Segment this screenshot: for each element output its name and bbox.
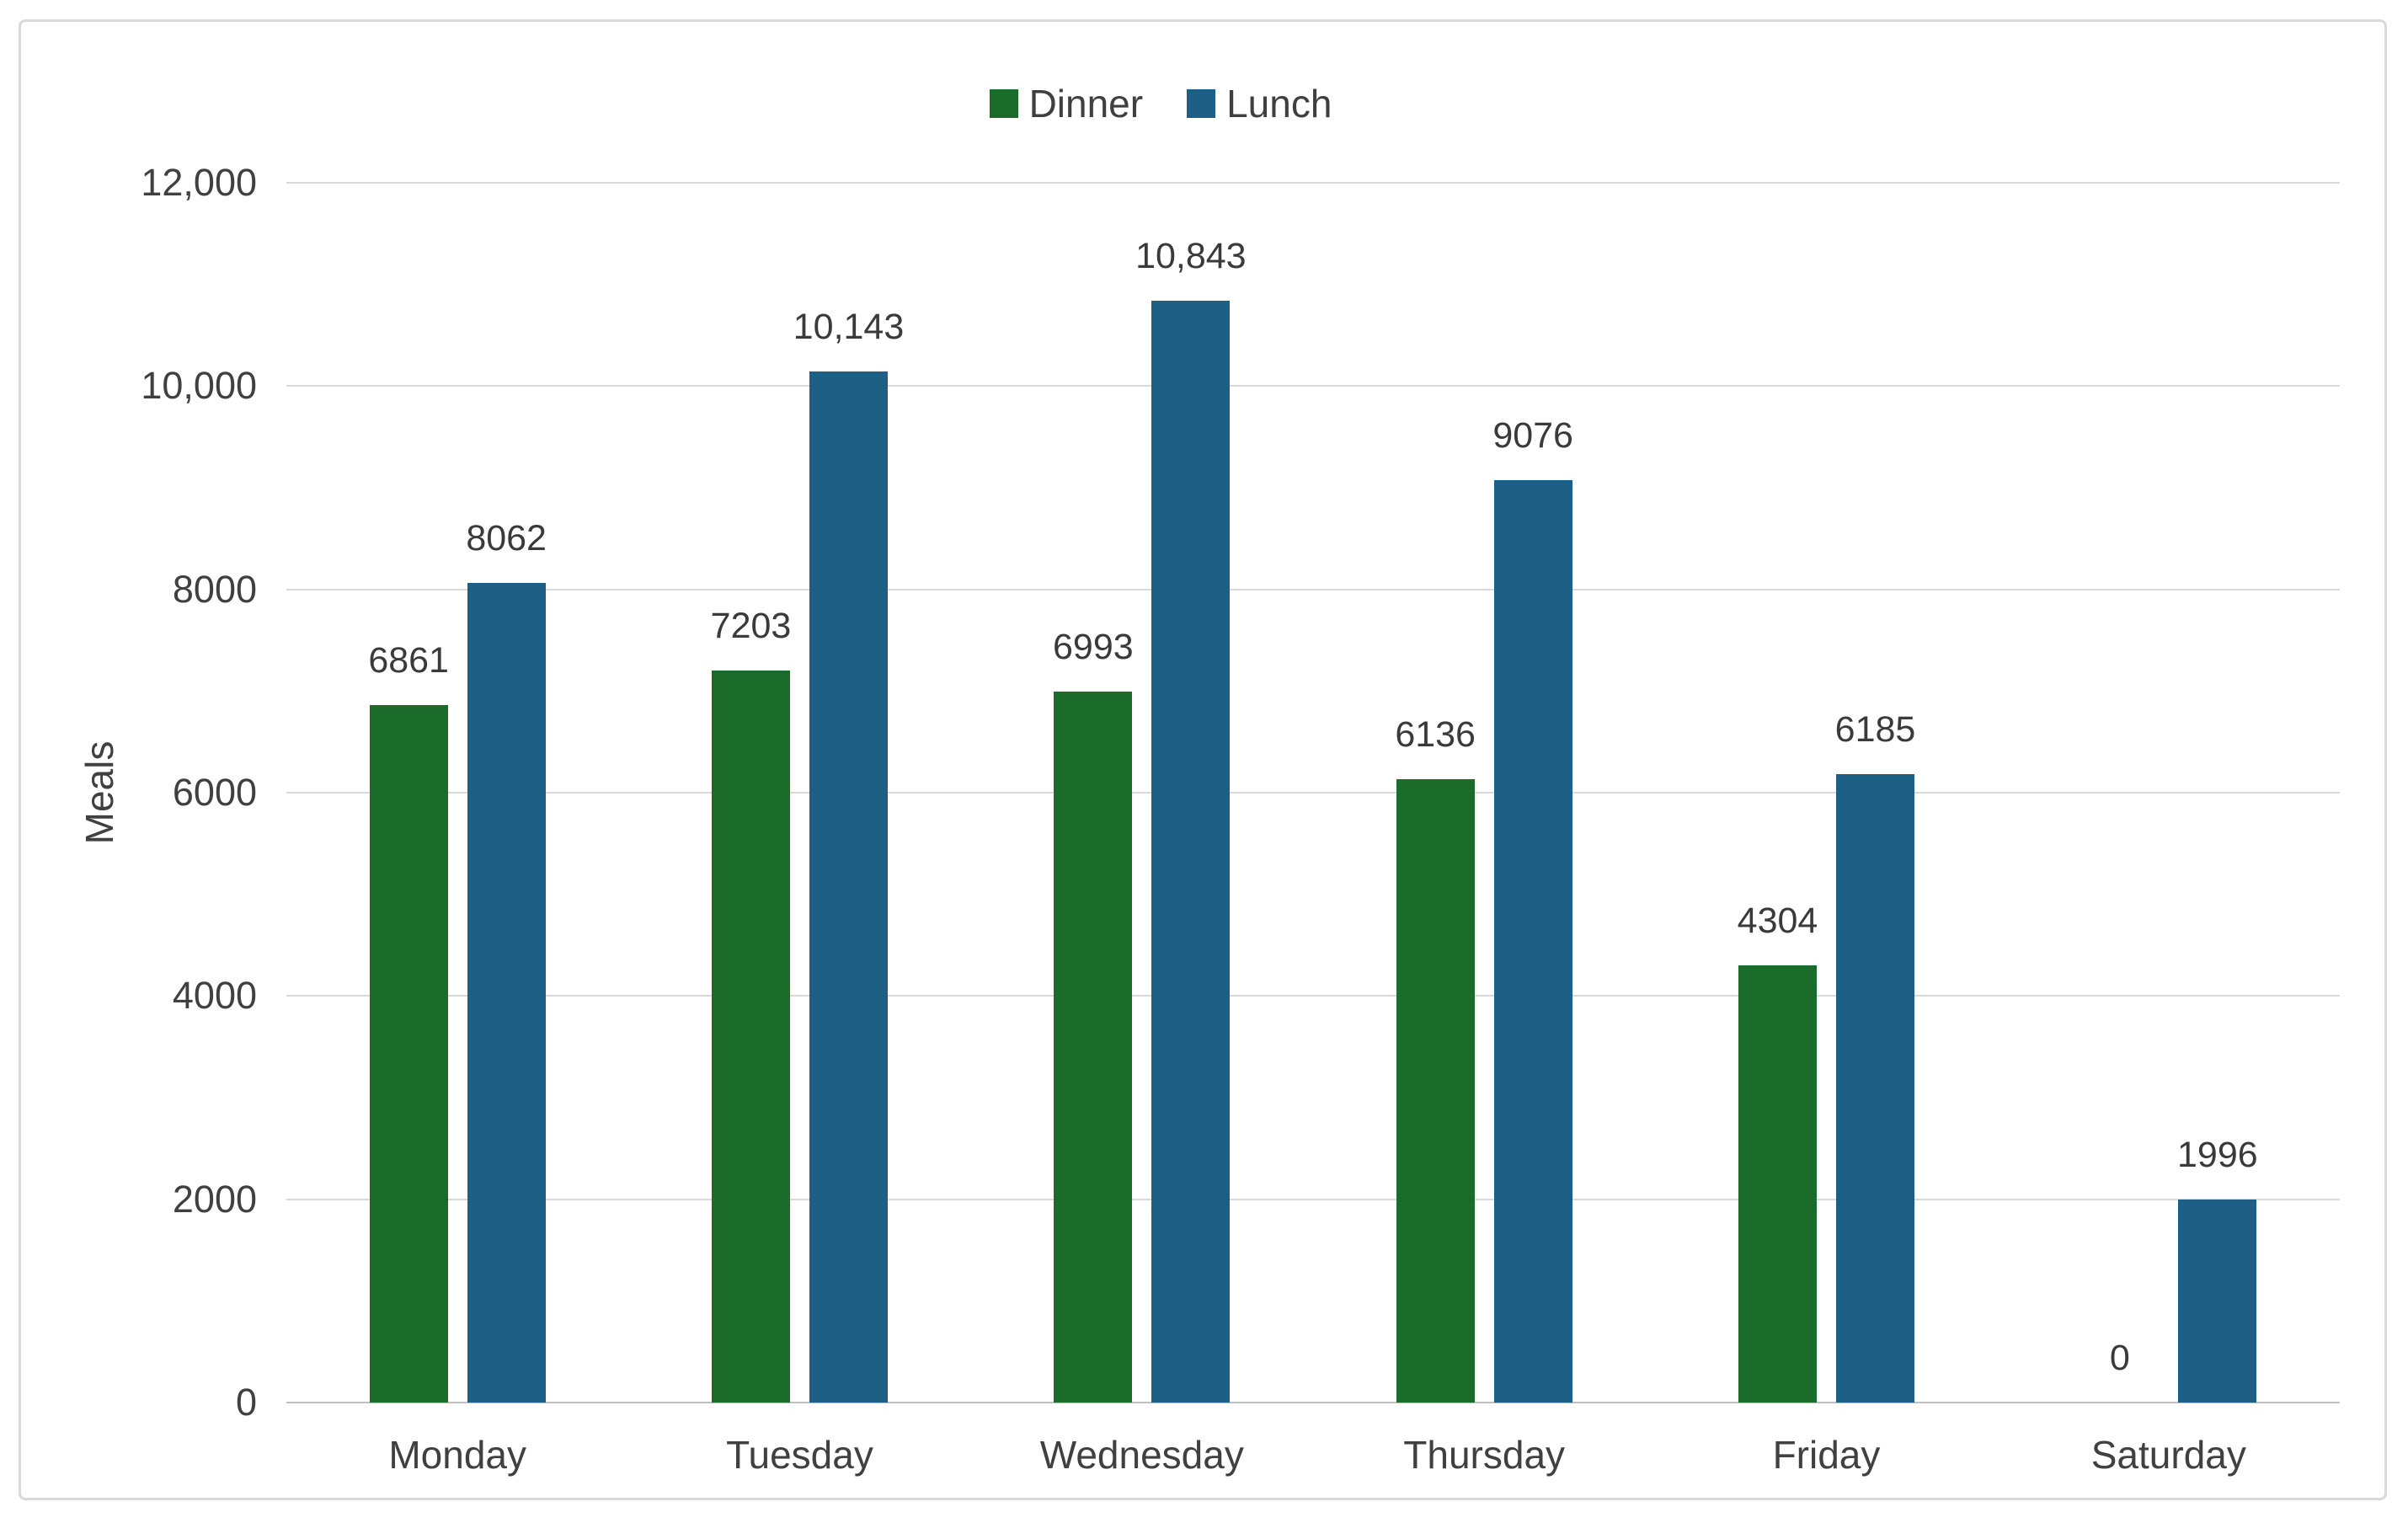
- gridline-6000: [286, 792, 2340, 794]
- bar-dinner-tuesday: [712, 670, 790, 1403]
- gridline-4000: [286, 995, 2340, 997]
- y-tick-label-12000: 12,000: [141, 161, 257, 204]
- chart-legend: Dinner Lunch: [0, 83, 2321, 125]
- bar-label-lunch-wednesday: 10,843: [1135, 235, 1247, 276]
- y-tick-label-4000: 4000: [172, 974, 257, 1018]
- legend-label-lunch: Lunch: [1226, 82, 1332, 126]
- gridline-12000: [286, 182, 2340, 184]
- legend-swatch-dinner: [989, 89, 1018, 118]
- bar-dinner-friday: [1738, 965, 1817, 1403]
- bar-dinner-wednesday: [1054, 692, 1133, 1403]
- x-label-thursday: Thursday: [1403, 1433, 1566, 1477]
- bar-lunch-saturday: [2178, 1200, 2257, 1403]
- bar-label-lunch-friday: 6185: [1834, 708, 1916, 750]
- y-tick-label-10000: 10,000: [141, 364, 257, 408]
- gridline-10000: [286, 385, 2340, 387]
- legend-item-lunch: Lunch: [1187, 84, 1332, 123]
- gridline-0: [286, 1402, 2340, 1403]
- y-tick-label-6000: 6000: [172, 771, 257, 814]
- bar-dinner-thursday: [1396, 778, 1475, 1403]
- bar-label-lunch-tuesday: 10,143: [793, 307, 905, 348]
- x-label-monday: Monday: [388, 1433, 526, 1477]
- bar-label-dinner-thursday: 6136: [1395, 713, 1476, 755]
- legend-label-dinner: Dinner: [1028, 82, 1144, 126]
- bar-lunch-thursday: [1493, 479, 1572, 1403]
- bar-lunch-friday: [1836, 773, 1914, 1403]
- y-tick-label-0: 0: [235, 1381, 257, 1424]
- bar-label-dinner-monday: 6861: [368, 640, 449, 681]
- gridline-8000: [286, 588, 2340, 590]
- bar-label-lunch-saturday: 1996: [2176, 1135, 2258, 1176]
- x-label-saturday: Saturday: [2090, 1433, 2246, 1477]
- bar-lunch-monday: [467, 583, 546, 1403]
- y-tick-label-2000: 2000: [172, 1177, 257, 1221]
- bar-label-lunch-monday: 8062: [466, 518, 547, 559]
- bar-label-dinner-friday: 4304: [1737, 900, 1818, 941]
- bar-label-dinner-wednesday: 6993: [1052, 627, 1134, 668]
- bar-lunch-wednesday: [1151, 300, 1231, 1403]
- gridline-2000: [286, 1198, 2340, 1200]
- bar-label-dinner-tuesday: 7203: [710, 605, 792, 646]
- bar-label-dinner-saturday: 0: [2109, 1338, 2130, 1378]
- x-label-wednesday: Wednesday: [1039, 1433, 1244, 1477]
- y-tick-label-8000: 8000: [172, 567, 257, 611]
- bar-lunch-tuesday: [809, 371, 888, 1403]
- legend-item-dinner: Dinner: [989, 82, 1144, 126]
- x-label-tuesday: Tuesday: [726, 1433, 873, 1477]
- legend-swatch-lunch: [1187, 89, 1216, 118]
- bar-dinner-monday: [369, 705, 448, 1403]
- x-label-friday: Friday: [1772, 1433, 1881, 1477]
- bar-label-lunch-thursday: 9076: [1492, 414, 1573, 456]
